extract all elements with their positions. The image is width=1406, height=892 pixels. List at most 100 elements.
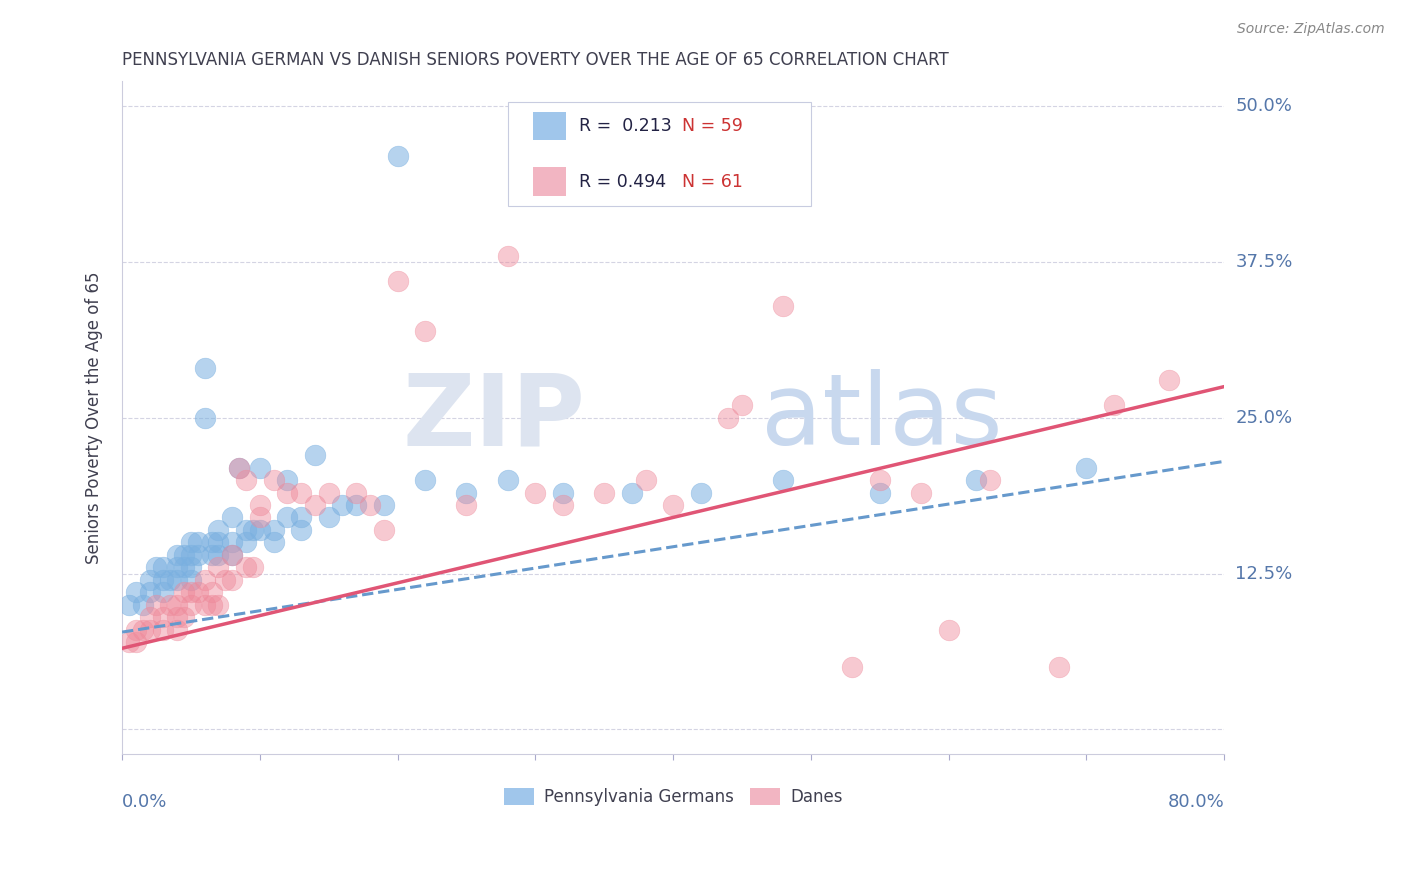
Point xyxy=(194,573,217,587)
Point xyxy=(689,485,711,500)
Point xyxy=(456,498,478,512)
Point xyxy=(772,299,794,313)
Point xyxy=(344,498,367,512)
Point xyxy=(173,610,195,624)
Point xyxy=(138,610,160,624)
Point xyxy=(221,548,243,562)
FancyBboxPatch shape xyxy=(533,112,567,140)
Point xyxy=(373,498,395,512)
Point xyxy=(132,598,155,612)
Text: 37.5%: 37.5% xyxy=(1236,253,1292,271)
Point xyxy=(187,548,209,562)
Point xyxy=(456,485,478,500)
Point xyxy=(200,585,222,599)
Point xyxy=(1157,373,1180,387)
Text: R =  0.213: R = 0.213 xyxy=(579,117,672,135)
Point xyxy=(242,560,264,574)
Point xyxy=(290,523,312,537)
Point xyxy=(620,485,643,500)
Point xyxy=(125,635,148,649)
Point xyxy=(731,398,754,412)
Point xyxy=(166,610,188,624)
Point xyxy=(910,485,932,500)
Text: 80.0%: 80.0% xyxy=(1167,793,1225,811)
Point xyxy=(263,535,285,549)
Text: 50.0%: 50.0% xyxy=(1236,97,1292,115)
Point xyxy=(152,623,174,637)
FancyBboxPatch shape xyxy=(533,168,567,195)
Point xyxy=(318,510,340,524)
Point xyxy=(318,485,340,500)
Point xyxy=(200,598,222,612)
Point xyxy=(194,410,217,425)
Point xyxy=(387,274,409,288)
Text: Source: ZipAtlas.com: Source: ZipAtlas.com xyxy=(1237,22,1385,37)
Point xyxy=(152,610,174,624)
Point xyxy=(276,485,298,500)
FancyBboxPatch shape xyxy=(508,102,811,206)
Point xyxy=(194,360,217,375)
Point xyxy=(249,498,271,512)
Text: R = 0.494: R = 0.494 xyxy=(579,173,666,191)
Point xyxy=(938,623,960,637)
Point xyxy=(180,535,202,549)
Point xyxy=(207,523,229,537)
Point xyxy=(276,510,298,524)
Point xyxy=(344,485,367,500)
Point xyxy=(207,535,229,549)
Point xyxy=(118,598,141,612)
Point xyxy=(263,473,285,487)
Point xyxy=(166,573,188,587)
Point xyxy=(138,623,160,637)
Point xyxy=(290,485,312,500)
Point xyxy=(180,598,202,612)
Point xyxy=(194,598,217,612)
Point xyxy=(249,510,271,524)
Point xyxy=(524,485,547,500)
Point xyxy=(221,548,243,562)
Point xyxy=(228,460,250,475)
Point xyxy=(304,498,326,512)
Point xyxy=(276,473,298,487)
Point xyxy=(207,598,229,612)
Point xyxy=(304,448,326,462)
Point xyxy=(249,460,271,475)
Point xyxy=(187,535,209,549)
Y-axis label: Seniors Poverty Over the Age of 65: Seniors Poverty Over the Age of 65 xyxy=(86,271,103,564)
Point xyxy=(593,485,616,500)
Point xyxy=(235,535,257,549)
Text: N = 59: N = 59 xyxy=(682,117,742,135)
Text: 25.0%: 25.0% xyxy=(1236,409,1292,426)
Point xyxy=(869,473,891,487)
Point xyxy=(551,498,574,512)
Point xyxy=(290,510,312,524)
Point xyxy=(159,598,181,612)
Point xyxy=(221,573,243,587)
Point xyxy=(979,473,1001,487)
Point xyxy=(772,473,794,487)
Point xyxy=(373,523,395,537)
Point xyxy=(551,485,574,500)
Point xyxy=(359,498,381,512)
Point xyxy=(841,660,863,674)
Point xyxy=(187,585,209,599)
Point xyxy=(166,560,188,574)
Text: atlas: atlas xyxy=(761,369,1002,467)
Point xyxy=(1047,660,1070,674)
Point xyxy=(634,473,657,487)
Point xyxy=(228,460,250,475)
Point xyxy=(138,573,160,587)
Point xyxy=(717,410,740,425)
Point xyxy=(125,623,148,637)
Text: ZIP: ZIP xyxy=(402,369,585,467)
Point xyxy=(166,623,188,637)
Point xyxy=(662,498,685,512)
Point xyxy=(235,473,257,487)
Point xyxy=(387,149,409,163)
Point xyxy=(965,473,987,487)
Point xyxy=(145,598,167,612)
Point xyxy=(118,635,141,649)
Point xyxy=(180,573,202,587)
Text: 12.5%: 12.5% xyxy=(1236,565,1292,582)
Legend: Pennsylvania Germans, Danes: Pennsylvania Germans, Danes xyxy=(496,781,849,814)
